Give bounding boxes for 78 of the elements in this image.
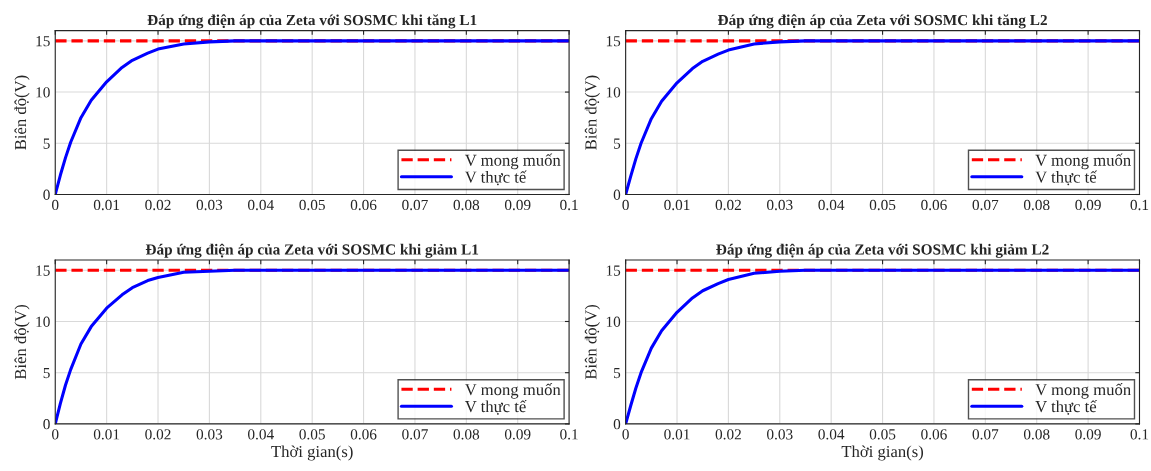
- y-axis-title: Biên độ(V): [14, 75, 30, 150]
- y-tick-label: 10: [36, 316, 50, 327]
- legend-label: V thực tế: [464, 170, 527, 186]
- x-tick-label: 0.03: [767, 429, 793, 440]
- legend-label: V mong muốn: [464, 383, 561, 399]
- y-axis-title: Biên độ(V): [584, 304, 600, 380]
- x-tick-label: 0.09: [1075, 199, 1101, 211]
- x-tick-label: 0.05: [299, 199, 325, 211]
- y-tick-label: 5: [614, 138, 621, 149]
- y-axis-title: Biên độ(V): [584, 75, 600, 150]
- x-tick-label: 0.04: [248, 429, 274, 440]
- y-tick-label: 0: [613, 189, 621, 200]
- x-tick-label: 0.09: [1075, 429, 1101, 440]
- x-tick-label: 0.07: [402, 199, 428, 211]
- x-tick-label: 0.05: [869, 429, 896, 440]
- x-tick-label: 0.07: [402, 429, 428, 440]
- y-tick-label: 0: [43, 419, 50, 430]
- x-tick-label: 0.02: [145, 429, 171, 440]
- y-tick-label: 5: [614, 367, 621, 379]
- legend-label: V thực tế: [1035, 170, 1098, 186]
- legend-label: V mong muốn: [1035, 383, 1131, 399]
- y-tick-label: 0: [613, 419, 621, 430]
- x-tick-label: 0.02: [715, 199, 741, 211]
- chart-title: Đáp ứng điện áp của Zeta với SOSMC khi tăng L2: [717, 14, 1047, 29]
- legend-label: V mong muốn: [464, 153, 561, 170]
- x-tick-label: 0.09: [504, 429, 531, 440]
- x-tick-label: 0.1: [560, 429, 578, 440]
- x-tick-label: 0: [52, 199, 59, 211]
- x-tick-label: 0.04: [818, 429, 845, 440]
- x-tick-label: 0.02: [145, 199, 171, 211]
- y-tick-label: 15: [606, 36, 621, 47]
- x-tick-label: 0.01: [664, 199, 690, 211]
- y-axis-title: Biên độ(V): [14, 304, 30, 380]
- x-tick-label: 0.02: [715, 429, 741, 440]
- legend-label: V thực tế: [464, 399, 527, 415]
- y-tick-label: 5: [43, 367, 50, 379]
- x-tick-label: 0.03: [767, 199, 793, 211]
- x-tick-label: 0: [622, 429, 629, 440]
- x-tick-label: 0: [622, 199, 629, 211]
- chart-title: Đáp ứng điện áp của Zeta với SOSMC khi giảm L1: [145, 243, 479, 258]
- x-tick-label: 0.01: [664, 429, 690, 440]
- x-tick-label: 0.08: [1023, 199, 1050, 211]
- x-tick-label: 0.06: [921, 199, 947, 211]
- x-tick-label: 0.08: [1023, 429, 1050, 440]
- x-tick-label: 0.08: [453, 429, 480, 440]
- x-tick-label: 0.06: [350, 199, 377, 211]
- x-tick-label: 0.09: [504, 199, 531, 211]
- x-tick-label: 0.03: [196, 429, 223, 440]
- y-tick-label: 15: [606, 265, 621, 276]
- y-tick-label: 0: [43, 189, 50, 200]
- x-tick-label: 0.1: [1130, 199, 1149, 211]
- x-tick-label: 0.07: [972, 199, 999, 211]
- x-axis-title: Thời gian(s): [271, 445, 353, 461]
- legend-label: V thực tế: [1035, 399, 1098, 415]
- x-tick-label: 0.01: [93, 429, 120, 440]
- x-axis-title: Thời gian(s): [841, 445, 924, 461]
- legend-label: V mong muốn: [1035, 153, 1131, 170]
- x-tick-label: 0.1: [1130, 429, 1149, 440]
- x-tick-label: 0.06: [350, 429, 377, 440]
- y-tick-label: 5: [43, 138, 50, 149]
- x-tick-label: 0.08: [453, 199, 480, 211]
- x-tick-label: 0.01: [93, 199, 120, 211]
- y-tick-label: 15: [36, 36, 50, 47]
- y-tick-label: 10: [606, 87, 621, 98]
- x-tick-label: 0.06: [921, 429, 947, 440]
- chart-title: Đáp ứng điện áp của Zeta với SOSMC khi tăng L1: [147, 14, 477, 29]
- y-tick-label: 10: [606, 316, 621, 327]
- chart-title: Đáp ứng điện áp của Zeta với SOSMC khi giảm L2: [716, 243, 1049, 258]
- y-tick-label: 10: [36, 87, 50, 98]
- x-tick-label: 0.04: [818, 199, 845, 211]
- x-tick-label: 0: [52, 429, 59, 440]
- y-tick-label: 15: [36, 265, 50, 276]
- x-tick-label: 0.1: [560, 199, 578, 211]
- x-tick-label: 0.05: [299, 429, 325, 440]
- x-tick-label: 0.07: [972, 429, 999, 440]
- x-tick-label: 0.04: [248, 199, 274, 211]
- x-tick-label: 0.03: [196, 199, 223, 211]
- x-tick-label: 0.05: [869, 199, 896, 211]
